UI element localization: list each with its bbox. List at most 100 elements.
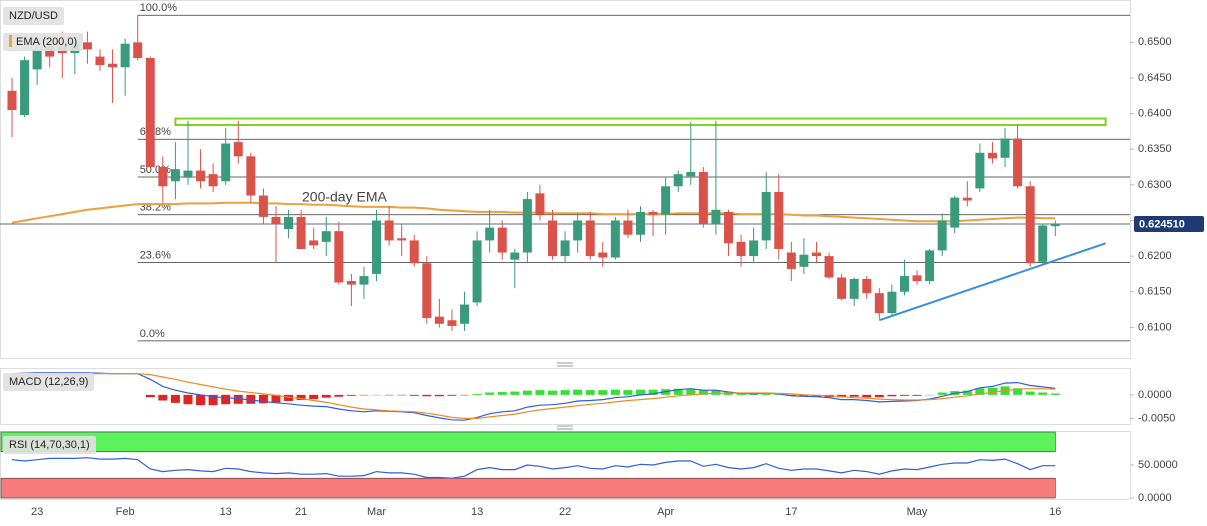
macd-histogram-bar bbox=[535, 390, 545, 395]
candle-body bbox=[761, 191, 771, 241]
macd-histogram-bar bbox=[145, 394, 155, 398]
y-tick-label: 0.6150 bbox=[1138, 286, 1172, 298]
candle-body bbox=[623, 220, 633, 235]
candle-body bbox=[284, 216, 294, 230]
candle-body bbox=[937, 220, 947, 251]
macd-histogram-bar bbox=[309, 394, 319, 400]
candle-body bbox=[598, 252, 608, 258]
macd-histogram-bar bbox=[321, 394, 331, 398]
macd-histogram-bar bbox=[648, 389, 658, 395]
x-tick-label: 16 bbox=[1049, 506, 1061, 518]
macd-histogram-bar bbox=[284, 394, 294, 401]
macd-histogram-bar bbox=[258, 394, 268, 404]
x-tick-label: May bbox=[907, 506, 928, 518]
macd-histogram-bar bbox=[887, 394, 897, 397]
candle-body bbox=[975, 152, 985, 189]
macd-histogram-bar bbox=[987, 387, 997, 395]
candle-body bbox=[887, 291, 897, 314]
candle-body bbox=[849, 278, 859, 299]
candle-body bbox=[346, 281, 356, 285]
rsi-band bbox=[0, 431, 1056, 453]
macd-histogram-bar bbox=[1038, 392, 1048, 395]
candle-body bbox=[196, 170, 206, 182]
candle-body bbox=[321, 231, 331, 242]
macd-histogram-bar bbox=[912, 394, 922, 396]
candle-body bbox=[774, 191, 784, 249]
resize-handle[interactable] bbox=[557, 425, 573, 430]
macd-histogram-bar bbox=[673, 388, 683, 395]
candle-body bbox=[409, 240, 419, 264]
candle-body bbox=[472, 240, 482, 303]
y-tick-label: 0.6500 bbox=[1138, 36, 1172, 48]
resize-handle[interactable] bbox=[557, 362, 573, 367]
macd-histogram-bar bbox=[397, 394, 407, 396]
candle-body bbox=[170, 169, 180, 182]
candle-body bbox=[258, 195, 268, 217]
x-tick-label: Apr bbox=[657, 506, 674, 518]
candle-body bbox=[145, 58, 155, 168]
candle-body bbox=[610, 220, 620, 258]
macd-histogram-bar bbox=[573, 389, 583, 395]
resistance-zone bbox=[174, 117, 1107, 126]
candle-body bbox=[1050, 224, 1060, 227]
macd-histogram-bar bbox=[548, 390, 558, 395]
candle-body bbox=[95, 56, 105, 66]
rsi-band bbox=[0, 477, 1056, 499]
y-tick-label: -0.0050 bbox=[1138, 412, 1175, 424]
macd-histogram-bar bbox=[472, 393, 482, 395]
fib-label: 0.0% bbox=[140, 328, 165, 340]
candle-body bbox=[32, 49, 42, 70]
candle-body bbox=[334, 231, 344, 283]
macd-histogram-bar bbox=[183, 394, 193, 405]
candle-body bbox=[1000, 138, 1010, 158]
y-tick-label: 0.6300 bbox=[1138, 179, 1172, 191]
candle-body bbox=[522, 199, 532, 253]
macd-histogram-bar bbox=[837, 394, 847, 398]
rsi-label: RSI (14,70,30,1) bbox=[3, 436, 96, 454]
macd-histogram-bar bbox=[560, 390, 570, 395]
candle-body bbox=[45, 45, 55, 57]
candle-body bbox=[447, 320, 457, 326]
macd-histogram-bar bbox=[485, 392, 495, 395]
fib-label: 100.0% bbox=[140, 2, 178, 14]
macd-histogram-bar bbox=[359, 394, 369, 396]
legend-entry: EMA (200,0) bbox=[3, 33, 84, 51]
macd-histogram-bar bbox=[623, 390, 633, 395]
y-tick-label: 0.6350 bbox=[1138, 143, 1172, 155]
macd-line bbox=[11, 373, 1056, 419]
candle-body bbox=[987, 152, 997, 159]
candle-body bbox=[837, 277, 847, 299]
candle-body bbox=[397, 238, 407, 241]
candle-body bbox=[359, 276, 369, 285]
macd-histogram-bar bbox=[208, 394, 218, 406]
macd-histogram-bar bbox=[711, 390, 721, 395]
macd-histogram-bar bbox=[1013, 388, 1023, 395]
legend-label: EMA (200,0) bbox=[16, 36, 78, 48]
y-tick-label: 0.6400 bbox=[1138, 107, 1172, 119]
macd-histogram-bar bbox=[962, 390, 972, 395]
candle-body bbox=[686, 172, 696, 177]
macd-histogram-bar bbox=[686, 388, 696, 395]
candle-body bbox=[183, 170, 193, 178]
y-tick-label: 50.0000 bbox=[1138, 459, 1178, 471]
macd-histogram-bar bbox=[434, 394, 444, 397]
x-tick-label: 22 bbox=[559, 506, 571, 518]
candle-body bbox=[962, 197, 972, 201]
macd-histogram-bar bbox=[799, 394, 809, 397]
legend-swatch bbox=[9, 35, 12, 47]
price-panel bbox=[0, 0, 1131, 359]
candle-body bbox=[548, 220, 558, 257]
macd-histogram-bar bbox=[774, 394, 784, 395]
macd-histogram-bar bbox=[346, 394, 356, 396]
candle-body bbox=[246, 156, 256, 196]
candle-body bbox=[120, 43, 130, 68]
candle-body bbox=[899, 276, 909, 292]
rsi-line bbox=[11, 457, 1056, 479]
candle-body bbox=[384, 220, 394, 241]
macd-histogram-bar bbox=[158, 394, 168, 401]
macd-histogram-bar bbox=[925, 394, 935, 396]
candle-body bbox=[636, 211, 645, 235]
macd-histogram-bar bbox=[899, 394, 909, 396]
symbol-label: NZD/USD bbox=[3, 7, 64, 25]
